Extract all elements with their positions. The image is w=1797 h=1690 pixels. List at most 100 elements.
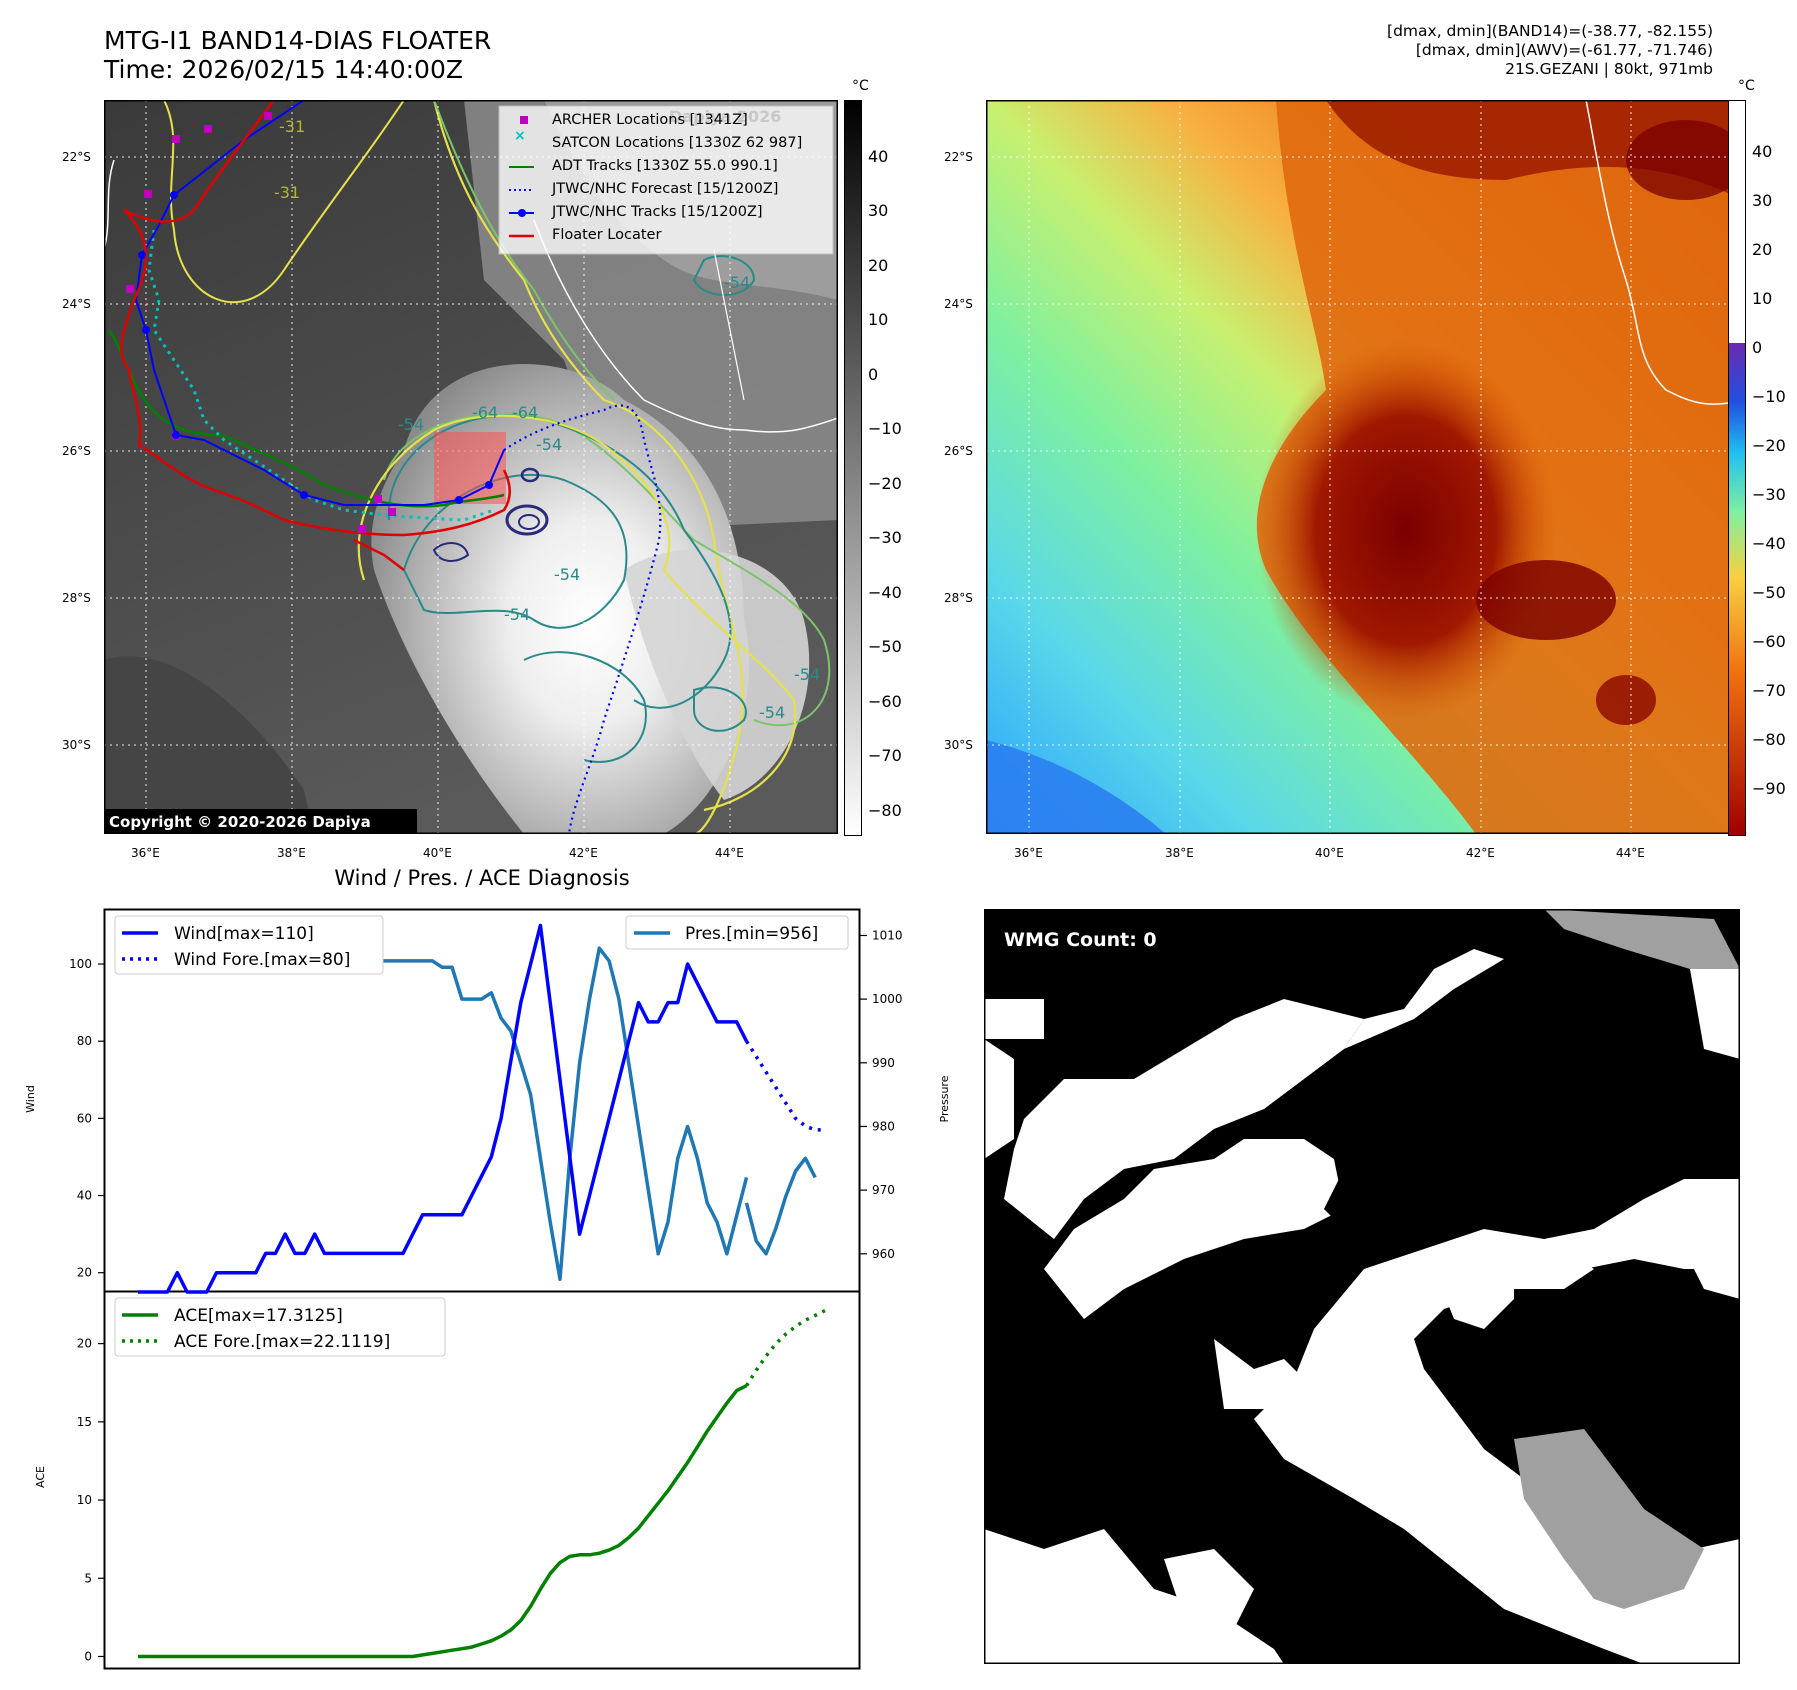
wind-tick-label: 20 — [77, 1266, 92, 1280]
storm-info: [dmax, dmin](BAND14)=(-38.77, -82.155) [… — [1387, 22, 1713, 79]
lat-tick: 26°S — [944, 444, 973, 458]
pressure-tick-label: 980 — [872, 1119, 895, 1133]
title-line-2: Time: 2026/02/15 14:40:00Z — [104, 55, 463, 84]
cb1-tick: 20 — [868, 256, 889, 275]
cb1-tick: 30 — [868, 201, 889, 220]
lon-tick: 36°E — [131, 846, 160, 860]
lon-tick: 40°E — [1315, 846, 1344, 860]
wmg-count-label: WMG Count: 0 — [1004, 929, 1157, 951]
floater-locater-track — [120, 100, 511, 537]
cb2-tick: −70 — [1752, 681, 1786, 700]
awv-storm-core — [1256, 340, 1556, 720]
ace-tick-label: 20 — [77, 1337, 92, 1351]
ace-tick-label: 0 — [84, 1649, 92, 1663]
cb1-tick: −50 — [868, 637, 902, 656]
lat-tick: 22°S — [944, 150, 973, 164]
legend-wind: Wind[max=110] — [174, 924, 314, 944]
ace-legend: ACE[max=17.3125] ACE Fore.[max=22.1119] — [114, 1297, 446, 1357]
diagnosis-chart: 20 40 60 80 100 960 970 980 990 1000 1010 0 5 10 15 20… — [24, 908, 951, 1670]
cb1-tick: −40 — [868, 583, 902, 602]
cb2-tick: −90 — [1752, 779, 1786, 798]
cb2-tick: −20 — [1752, 436, 1786, 455]
lat-tick: 26°S — [62, 444, 91, 458]
cb2-tick: −40 — [1752, 534, 1786, 553]
ace-tick-label: 15 — [77, 1415, 92, 1429]
wind-legend: Wind[max=110] Wind Fore.[max=80] — [114, 915, 384, 975]
adt-track — [107, 329, 505, 508]
jtwc-markers — [138, 191, 493, 504]
pressure-tick-label: 1000 — [872, 992, 903, 1006]
lon-tick: 38°E — [277, 846, 306, 860]
cb1-tick: −80 — [868, 801, 902, 820]
lat-tick: 24°S — [944, 297, 973, 311]
lat-tick: 22°S — [62, 150, 91, 164]
ace-tick-label: 10 — [77, 1493, 92, 1507]
svg-text:-54: -54 — [724, 273, 750, 292]
lon-tick: 44°E — [1616, 846, 1645, 860]
ace-panel-frame — [103, 1290, 861, 1670]
pressure-axis-label: Pressure — [938, 1075, 951, 1122]
cb2-tick: −80 — [1752, 730, 1786, 749]
watermark: Dapiya 2026 — [669, 107, 781, 126]
satcon-track — [147, 229, 495, 522]
svg-text:-54: -54 — [398, 415, 424, 434]
wmg-panel: WMG Count: 0 — [984, 909, 1740, 1664]
cb2-tick: 40 — [1752, 142, 1773, 161]
legend-forecast: JTWC/NHC Forecast [15/1200Z] — [551, 181, 778, 197]
diagnosis-title: Wind / Pres. / ACE Diagnosis — [334, 866, 630, 890]
cb1-tick: −60 — [868, 692, 902, 711]
map1-colorbar — [844, 100, 862, 836]
legend-wind-fore: Wind Fore.[max=80] — [174, 950, 350, 970]
wind-line — [138, 923, 749, 1294]
svg-text:-54: -54 — [759, 703, 785, 722]
cb1-tick: 10 — [868, 310, 889, 329]
ace-panel: 0 5 10 15 20 — [77, 1309, 826, 1663]
cb2-tick: 10 — [1752, 289, 1773, 308]
info-line-1: [dmax, dmin](BAND14)=(-38.77, -82.155) — [1387, 22, 1713, 40]
lat-tick: 24°S — [62, 297, 91, 311]
lat-tick: 28°S — [62, 591, 91, 605]
awv-map — [986, 100, 1742, 834]
svg-text:-64: -64 — [472, 403, 498, 422]
map1-legend: Dapiya 2026 × ARCHER Locations [1341Z] S… — [498, 105, 834, 255]
cb1-tick: −20 — [868, 474, 902, 493]
lon-tick: 36°E — [1014, 846, 1043, 860]
wind-tick-label: 60 — [77, 1111, 92, 1125]
cb2-tick: 0 — [1752, 338, 1763, 357]
cb1-tick: −10 — [868, 419, 902, 438]
figure-title: MTG-I1 BAND14-DIAS FLOATER Time: 2026/02… — [104, 26, 491, 84]
legend-tracks: JTWC/NHC Tracks [15/1200Z] — [551, 204, 763, 220]
wind-panel: 20 40 60 80 100 960 970 980 990 1000 1010 — [69, 923, 903, 1294]
jtwc-track — [134, 100, 505, 506]
legend-archer-marker — [520, 116, 528, 124]
pressure-tick-label: 990 — [872, 1056, 895, 1070]
wind-tick-label: 100 — [69, 957, 92, 971]
lon-tick: 40°E — [423, 846, 452, 860]
map1-contour-labels: -31 -31 -54 -64 -64 -54 -54 -54 -54 -54 … — [274, 117, 820, 722]
legend-ace-fore: ACE Fore.[max=22.1119] — [174, 1332, 390, 1352]
map1-colorbar-unit: °C — [852, 78, 869, 94]
svg-text:-64: -64 — [512, 403, 538, 422]
cb2-tick: −10 — [1752, 387, 1786, 406]
ace-axis-label: ACE — [34, 1466, 47, 1488]
wind-tick-label: 40 — [77, 1189, 92, 1203]
svg-text:×: × — [514, 128, 526, 144]
pressure-tick-label: 970 — [872, 1183, 895, 1197]
cb2-tick: −60 — [1752, 632, 1786, 651]
pressure-tick-label: 960 — [872, 1247, 895, 1261]
cb2-tick: −30 — [1752, 485, 1786, 504]
legend-floater: Floater Locater — [552, 227, 661, 243]
map2-gridlines — [986, 100, 1742, 834]
wind-tick-label: 80 — [77, 1034, 92, 1048]
pressure-line-tail — [744, 1156, 817, 1256]
cb1-tick: 40 — [868, 147, 889, 166]
copyright-text: Copyright © 2020-2026 Dapiya — [109, 813, 371, 831]
ace-line — [138, 1384, 748, 1659]
cb2-tick: 30 — [1752, 191, 1773, 210]
title-line-1: MTG-I1 BAND14-DIAS FLOATER — [104, 26, 492, 55]
legend-archer: ARCHER Locations [1341Z] — [552, 112, 748, 128]
legend-pressure: Pres.[min=956] — [685, 924, 818, 944]
legend-adt: ADT Tracks [1330Z 55.0 990.1] — [552, 158, 778, 174]
lon-tick: 44°E — [715, 846, 744, 860]
cb2-tick: 20 — [1752, 240, 1773, 259]
